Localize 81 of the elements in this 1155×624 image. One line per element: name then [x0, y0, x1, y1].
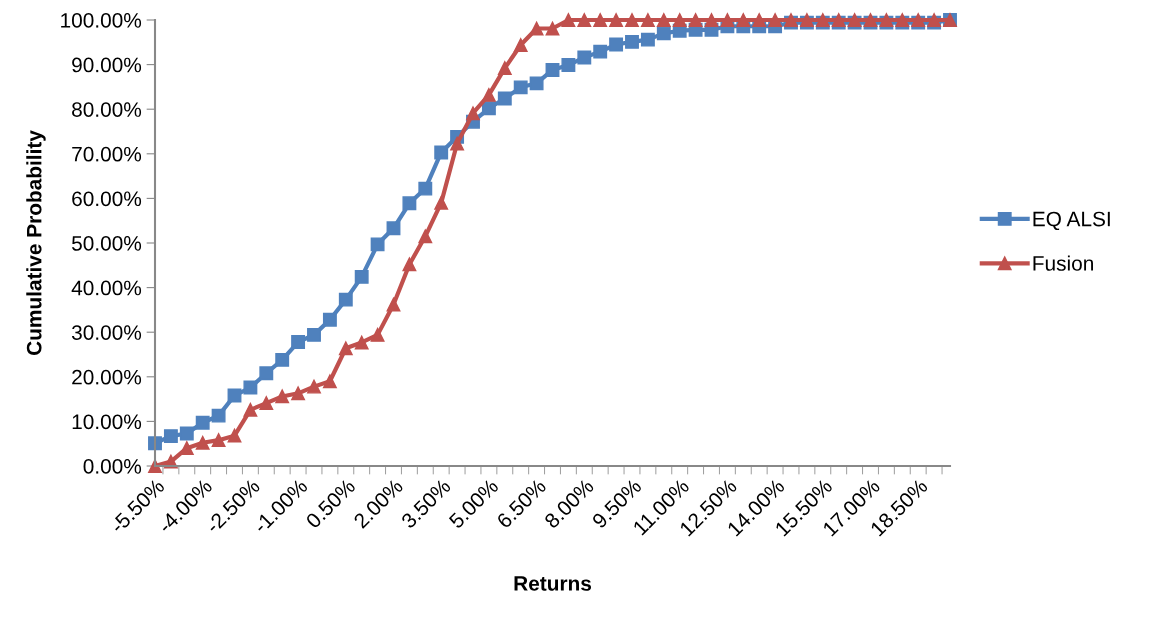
point — [720, 13, 735, 27]
point — [370, 237, 385, 252]
point — [291, 335, 306, 349]
y-tick-label: 20.00% — [72, 369, 142, 385]
point — [513, 80, 528, 95]
y-tick-label: 30.00% — [71, 325, 142, 340]
point — [195, 415, 210, 430]
point — [418, 229, 433, 244]
point — [577, 13, 592, 27]
y-tick-label: 70.00% — [72, 146, 142, 162]
point — [338, 292, 353, 307]
point — [386, 297, 401, 312]
point — [577, 50, 592, 65]
point — [768, 13, 783, 27]
point — [418, 181, 433, 196]
point — [179, 426, 194, 441]
point — [625, 34, 639, 49]
point — [545, 21, 560, 36]
point — [386, 221, 401, 236]
point — [704, 13, 719, 27]
point — [354, 335, 369, 350]
point — [609, 37, 624, 52]
point — [593, 44, 608, 59]
point — [259, 396, 274, 411]
y-tick-label: 100.00% — [61, 13, 142, 28]
point — [402, 196, 417, 211]
y-tick-label: 90.00% — [72, 57, 142, 73]
point — [625, 13, 639, 27]
point — [434, 195, 449, 210]
point — [513, 38, 528, 52]
point — [481, 101, 496, 116]
point — [243, 402, 258, 417]
point — [656, 26, 671, 41]
point — [275, 352, 290, 367]
point — [672, 13, 687, 27]
point — [752, 13, 767, 27]
point — [688, 13, 703, 27]
point — [291, 386, 306, 401]
point — [450, 136, 465, 151]
y-axis-title: Cumulative Probability — [26, 130, 46, 356]
point — [402, 257, 417, 272]
y-tick-label: 50.00% — [71, 236, 142, 251]
point — [322, 312, 337, 327]
point — [227, 428, 242, 443]
point — [211, 433, 226, 448]
point — [354, 269, 369, 284]
point — [561, 58, 576, 72]
legend-label: Fusion — [1033, 255, 1093, 271]
point — [736, 13, 751, 27]
point — [640, 13, 655, 27]
point — [561, 13, 576, 27]
point — [481, 87, 496, 102]
point — [640, 32, 655, 47]
y-tick-label: 40.00% — [71, 280, 142, 296]
point — [434, 145, 449, 160]
x-axis-title: Returns — [514, 576, 592, 591]
point — [243, 380, 258, 395]
point — [497, 61, 512, 76]
y-tick-label: 10.00% — [72, 414, 142, 430]
point — [163, 429, 178, 444]
point — [259, 366, 274, 381]
point — [529, 76, 544, 91]
point — [497, 91, 512, 106]
point — [545, 63, 560, 77]
point — [307, 379, 321, 394]
legend-label: EQ ALSI — [1033, 211, 1110, 231]
point — [195, 435, 210, 450]
point — [609, 13, 624, 27]
point — [322, 374, 337, 389]
point — [466, 106, 480, 121]
y-tick-label: 80.00% — [72, 102, 142, 117]
point — [307, 327, 321, 342]
point — [593, 13, 608, 27]
point — [275, 389, 290, 404]
point — [529, 21, 544, 36]
point — [338, 341, 353, 356]
y-tick-label: 0.00% — [83, 459, 142, 474]
y-tick-label: 60.00% — [72, 191, 142, 207]
point — [656, 13, 671, 27]
point — [211, 408, 226, 423]
point — [370, 327, 385, 342]
